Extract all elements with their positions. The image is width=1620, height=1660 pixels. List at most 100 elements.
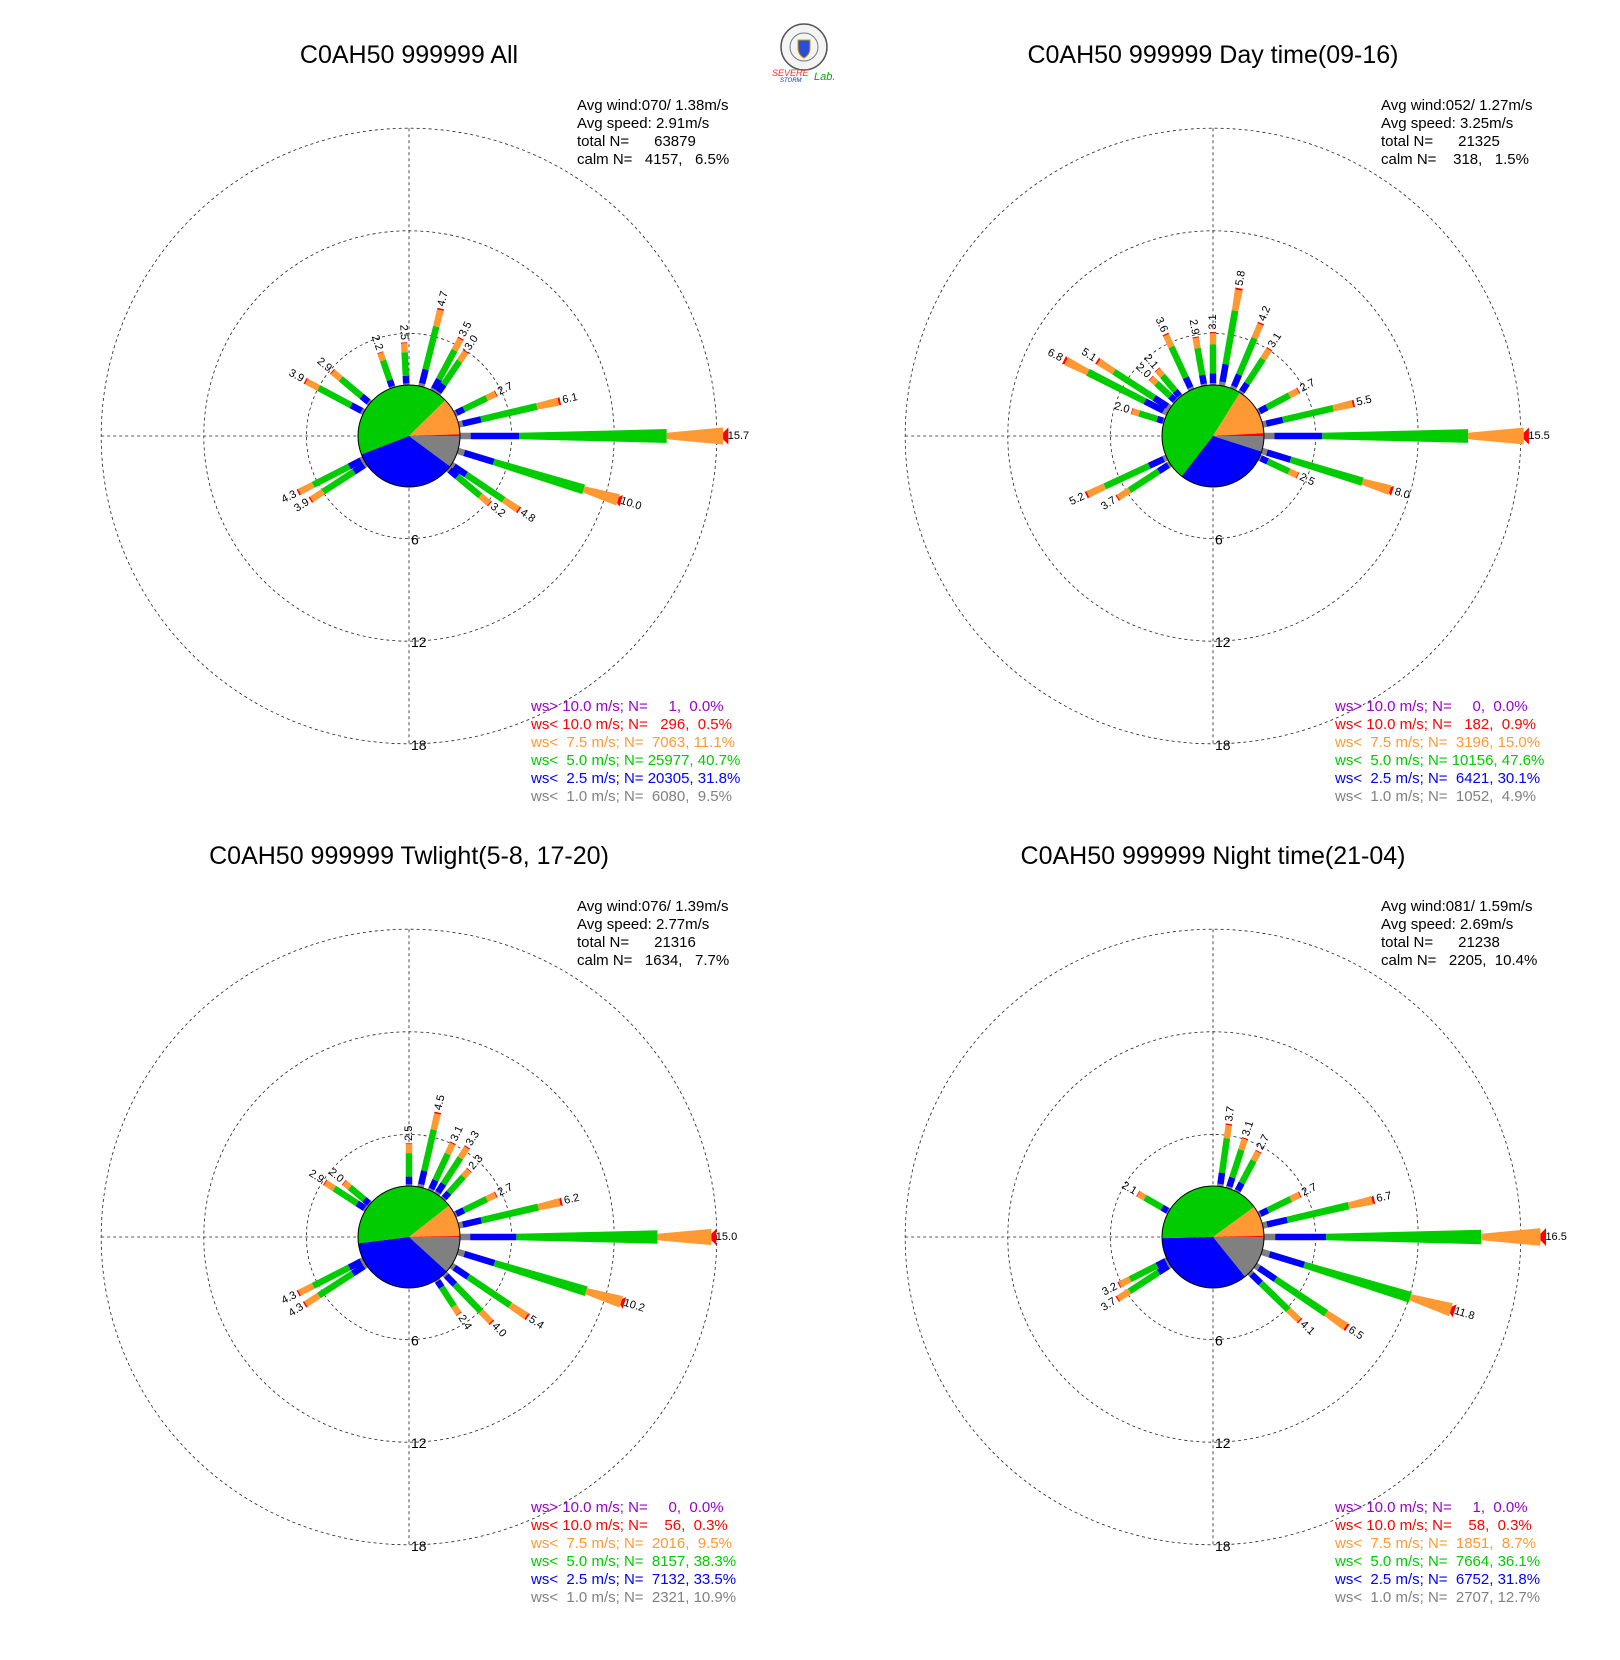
summary-stat: Avg speed: 2.77m/s [577,916,709,933]
pie-slice-lt5 [358,385,446,455]
bar-segment-lt7.5 [508,1302,529,1320]
summary-stat: calm N= 2205, 10.4% [1381,952,1537,969]
bar-segment-lt10 [400,342,408,344]
bar-segment-lt1 [440,1195,447,1202]
bar-segment-lt5 [311,1264,351,1289]
bar-segment-lt1 [459,1233,471,1241]
bar-segment-lt2.5 [1156,415,1164,424]
bar-segment-lt7.5 [1149,376,1159,386]
bar-segment-lt7.5 [1332,400,1354,412]
bar-segment-lt1 [360,407,366,415]
bar-value-label: 3.1 [448,1124,465,1143]
bar-segment-lt2.5 [355,1200,367,1211]
bar-segment-lt10 [329,368,335,375]
bar-segment-lt5 [493,1260,588,1296]
bar-value-label: 3.1 [1240,1119,1256,1137]
bar-value-label: 2.7 [1298,377,1317,395]
bar-segment-lt5 [441,359,463,387]
bar-segment-lt5 [1266,458,1291,475]
bar-segment-lt2.5 [1226,1176,1236,1188]
bar-segment-lt2.5 [1182,376,1194,390]
bar-segment-lt2.5 [1275,1233,1327,1241]
bar-segment-lt1 [1187,386,1195,392]
direction-bar: 3.6 [1153,315,1195,392]
pie-slice-lt10 [409,1235,460,1237]
bar-segment-lt10 [1371,1195,1376,1205]
legend-entry-lt10: ws< 10.0 m/s; N= 58, 0.3% [1334,1517,1532,1534]
bar-segment-lt2.5 [1268,1251,1306,1268]
bar-segment-lt10 [1351,399,1356,408]
bar-value-label: 2.7 [1300,1181,1319,1198]
bar-segment-lt1 [459,432,471,440]
bar-segment-lt7.5 [323,1180,337,1192]
legend-entry-lt7.5: ws< 7.5 m/s; N= 1851, 8.7% [1334,1535,1536,1552]
bar-segment-lt2.5 [470,432,520,440]
wind-rose-panel-4: 6121816.511.86.76.54.12.72.73.13.72.13.7… [904,842,1567,1606]
direction-bar: 4.3 [280,1257,366,1307]
bar-value-label: 5.1 [1079,346,1098,364]
bar-segment-lt1 [366,399,373,406]
bar-value-label: 4.5 [432,1094,447,1112]
bar-segment-lt1 [366,1200,373,1207]
bar-segment-lt2.5 [443,1273,458,1287]
bar-segment-lt5 [405,1153,413,1177]
summary-stat: Avg wind:076/ 1.39m/s [577,898,728,915]
direction-bar: 10.2 [456,1248,646,1315]
bar-segment-lt7.5 [309,488,325,503]
bar-segment-lt10 [1235,287,1244,291]
logo-seal-inner [789,32,819,62]
direction-bar: 2.5 [397,324,410,386]
direction-bar: 4.5 [417,1094,448,1189]
legend-entry-lt1: ws< 1.0 m/s; N= 2707, 12.7% [1334,1589,1540,1606]
bar-segment-lt10 [487,500,493,507]
bar-value-label: 2.7 [496,380,515,397]
bar-segment-lt7.5 [1409,1294,1453,1317]
bar-segment-lt7.5 [1136,1191,1147,1201]
bar-segment-lt1 [453,1210,458,1218]
bar-segment-lt10 [1241,1137,1249,1141]
direction-bar: 5.2 [1068,454,1169,508]
bar-segment-lt5 [1244,357,1266,386]
bar-segment-lt2.5 [1156,462,1170,475]
bar-segment-lt10 [1523,427,1529,445]
bar-segment-lt2.5 [402,375,410,384]
bar-segment-lt2.5 [461,416,482,427]
bar-segment-lt7.5 [1250,1150,1262,1163]
bar-value-label: 4.0 [489,1320,508,1339]
direction-bar: 8.0 [1260,447,1411,502]
bar-segment-lt10 [1209,332,1217,334]
legend-entry-lt5: ws< 5.0 m/s; N= 8157, 38.3% [530,1553,736,1570]
bar-segment-lt7.5 [1086,483,1107,498]
bar-segment-lt7.5 [537,1198,561,1211]
bar-segment-lt1 [434,1277,441,1283]
legend-entry-lt5: ws< 5.0 m/s; N= 25977, 40.7% [530,752,740,769]
bar-segment-lt10 [1192,336,1199,339]
panel-title: C0AH50 999999 Night time(21-04) [1021,842,1406,870]
ring-label-12: 12 [411,634,427,650]
bar-segment-lt2.5 [1258,1207,1270,1217]
wind-rose-panel-2: 6 12 18 15.5 8.0 5.5 2.5 2.7 3.1 4.2 5.8 3.1 2.9 3.6 2… [904,41,1550,805]
bar-segment-lt5 [480,403,538,423]
bar-segment-lt1 [449,1262,457,1271]
bar-segment-lt10 [464,1145,471,1150]
bar-value-label: 4.1 [1298,1318,1317,1337]
pie-slice-lt1 [409,1237,460,1272]
bar-segment-lt7.5 [405,1144,413,1154]
direction-bar: 4.3 [286,1262,369,1319]
pie-outline [1161,384,1265,488]
panel-title: C0AH50 999999 Twlight(5-8, 17-20) [209,842,609,870]
bar-segment-lt7.5 [433,309,444,328]
bar-segment-lt2.5 [1234,1181,1245,1192]
bar-value-label: 15.5 [1528,430,1549,442]
bar-value-label: 4.7 [435,290,450,308]
bar-segment-lt7.5 [377,351,387,362]
bar-segment-lt7.5 [1223,1124,1232,1139]
bar-segment-lt10 [449,1141,456,1146]
bar-segment-lt7.5 [1192,337,1201,349]
direction-bar: 2.9 [1187,318,1208,387]
bar-segment-lt5 [1128,1262,1159,1283]
bar-segment-lt1 [1257,454,1263,462]
bar-segment-lt2.5 [347,1258,363,1271]
direction-bar: 3.1 [427,1124,466,1193]
bar-segment-lt2.5 [1257,1265,1278,1282]
